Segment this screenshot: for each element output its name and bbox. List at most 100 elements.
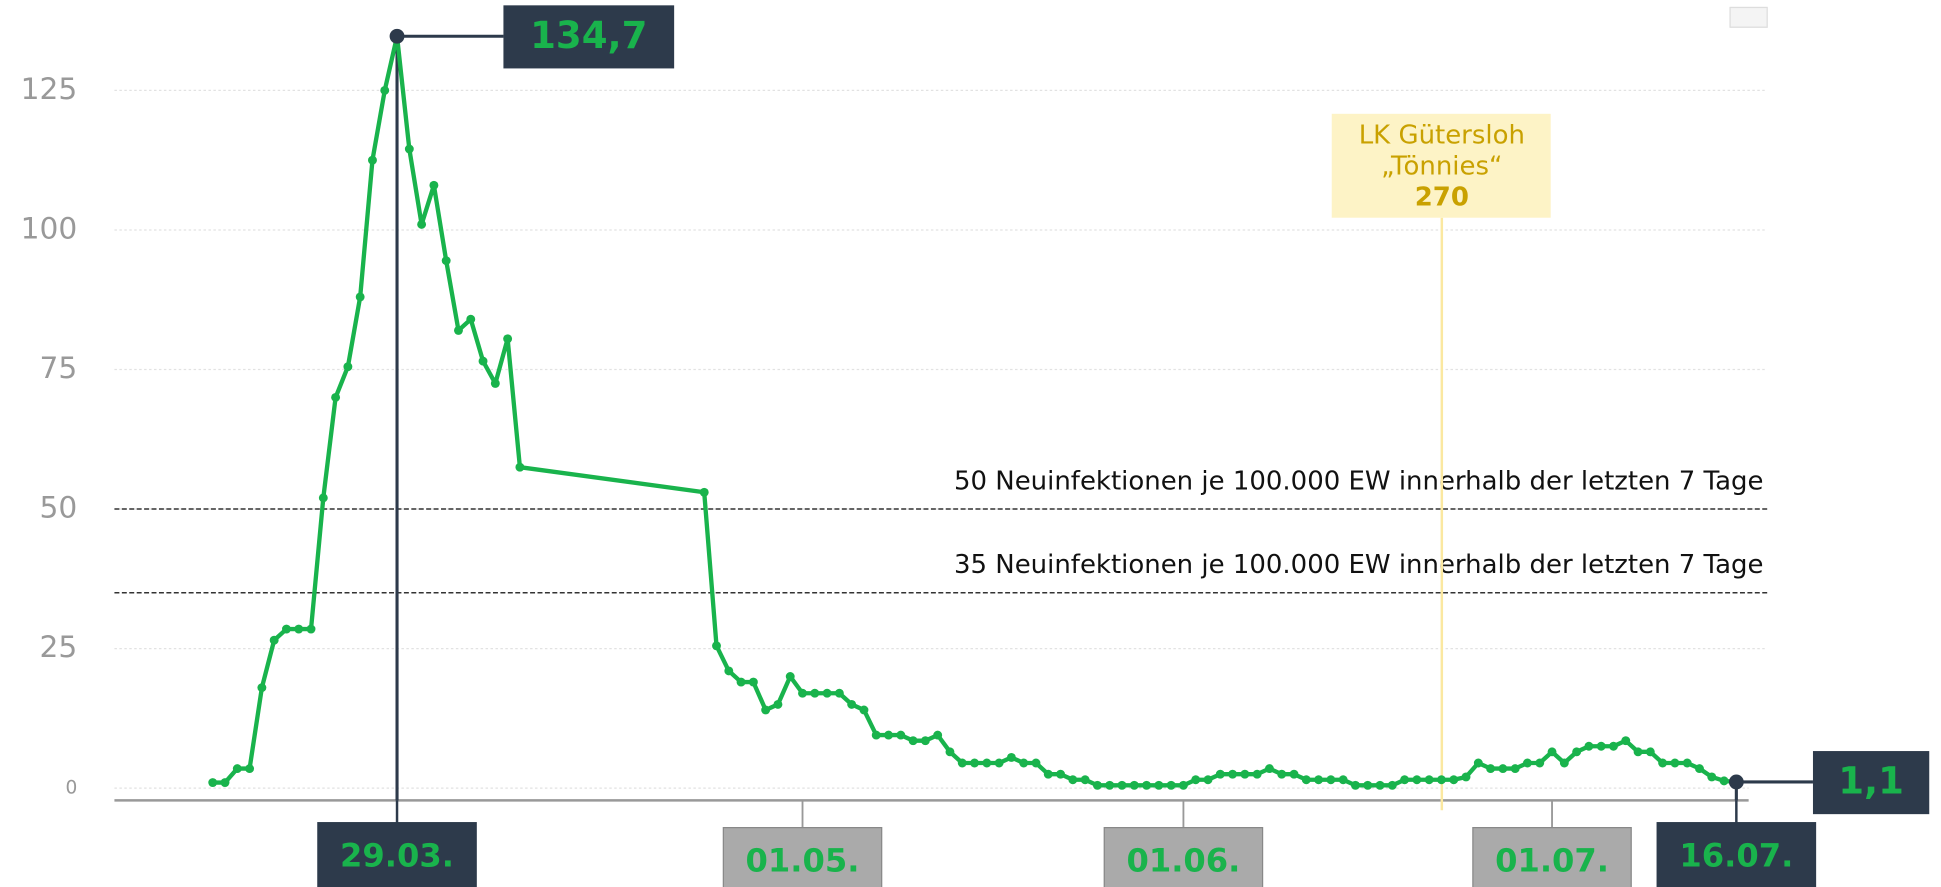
data-point — [1621, 736, 1631, 746]
data-point — [871, 730, 881, 740]
data-point — [1363, 780, 1373, 790]
data-point — [884, 730, 893, 740]
data-point — [1166, 780, 1176, 790]
x-tick-label: 01.07. — [1495, 841, 1609, 879]
data-point — [798, 688, 807, 698]
data-point — [417, 219, 427, 229]
y-tick-label: 0 — [66, 778, 78, 799]
data-point — [970, 758, 979, 768]
y-tick-label: 125 — [21, 72, 78, 107]
data-point — [1203, 775, 1213, 785]
annotation-text: LK Gütersloh — [1359, 121, 1525, 151]
data-point — [1215, 769, 1225, 779]
y-tick-label: 100 — [21, 211, 78, 246]
data-point — [220, 778, 230, 787]
data-point — [1191, 775, 1201, 785]
data-point — [490, 378, 500, 388]
data-point — [1142, 780, 1152, 790]
data-point — [1584, 741, 1594, 751]
x-tick-label: 16.07. — [1679, 836, 1793, 874]
data-point — [1301, 775, 1311, 785]
data-point — [1043, 769, 1053, 779]
data-point — [822, 688, 832, 698]
data-point — [1031, 758, 1041, 768]
x-tick-box — [1103, 827, 1264, 887]
data-point — [1240, 769, 1250, 779]
data-point — [368, 155, 377, 165]
x-tick-label: 29.03. — [340, 836, 454, 874]
data-point — [1719, 776, 1729, 786]
data-point — [1449, 775, 1459, 785]
data-point — [389, 28, 405, 44]
y-tick-label: 50 — [40, 491, 78, 526]
data-point — [1375, 780, 1385, 790]
x-tick-box — [317, 822, 477, 887]
data-point — [1633, 747, 1643, 757]
collapse-button[interactable] — [1729, 6, 1768, 28]
reference-label: 35 Neuinfektionen je 100.000 EW innerhal… — [954, 550, 1763, 580]
data-point — [748, 677, 758, 687]
data-point — [994, 758, 1004, 768]
data-point — [1412, 775, 1422, 785]
y-tick-label: 25 — [40, 630, 78, 665]
data-point — [724, 666, 734, 676]
data-point — [1117, 780, 1127, 790]
data-point — [957, 758, 967, 768]
data-point — [208, 778, 218, 787]
reference-label: 50 Neuinfektionen je 100.000 EW innerhal… — [954, 466, 1763, 496]
data-point — [1535, 758, 1545, 768]
data-point — [1326, 775, 1336, 785]
data-point — [331, 392, 341, 402]
data-point — [847, 699, 857, 709]
x-tick-box — [722, 827, 883, 887]
data-point — [933, 730, 943, 740]
data-point — [466, 314, 476, 324]
data-point — [281, 624, 291, 634]
data-point — [232, 764, 242, 774]
data-point — [1092, 780, 1102, 790]
data-point — [1080, 775, 1090, 785]
data-point — [294, 624, 304, 634]
annotation-text: 270 — [1415, 182, 1469, 212]
x-tick-label: 01.06. — [1126, 841, 1240, 879]
data-point — [712, 641, 721, 651]
data-point — [1498, 764, 1508, 774]
data-point — [1436, 775, 1446, 785]
data-point — [478, 356, 488, 366]
data-point — [355, 292, 365, 302]
data-point — [810, 688, 820, 698]
data-point — [1129, 780, 1139, 790]
data-point — [1510, 764, 1520, 774]
data-point — [834, 688, 844, 698]
data-point — [1105, 780, 1115, 790]
x-tick-box — [1656, 822, 1817, 887]
data-point — [503, 334, 513, 344]
data-point — [896, 730, 906, 740]
data-point — [1314, 775, 1324, 785]
data-point — [1645, 747, 1655, 757]
data-point — [318, 493, 328, 503]
data-point — [1424, 775, 1434, 785]
callout-box — [503, 5, 675, 69]
data-point — [1682, 758, 1692, 768]
data-point — [1461, 772, 1471, 782]
data-point — [1473, 758, 1483, 768]
data-point — [1486, 764, 1496, 774]
data-point — [1178, 780, 1188, 790]
data-point — [1338, 775, 1348, 785]
data-point — [1547, 747, 1557, 757]
data-point — [736, 677, 746, 687]
data-point — [1056, 769, 1066, 779]
data-point — [859, 705, 869, 715]
data-point — [441, 256, 451, 266]
data-point — [380, 85, 390, 95]
x-tick-box — [1472, 827, 1632, 887]
x-tick-label: 01.05. — [746, 841, 860, 879]
data-point — [1277, 769, 1287, 779]
data-point — [1572, 747, 1582, 757]
data-point — [761, 705, 771, 715]
data-point — [454, 325, 463, 335]
data-point — [269, 635, 279, 645]
